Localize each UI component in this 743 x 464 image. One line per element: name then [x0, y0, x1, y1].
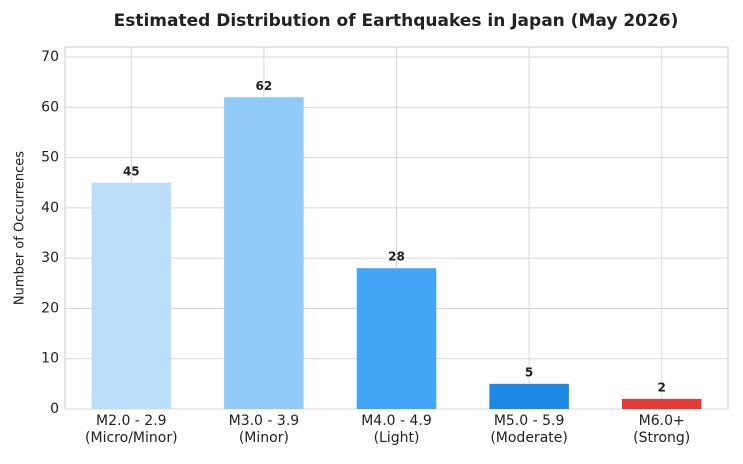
y-tick-label: 50	[41, 150, 59, 166]
value-label: 45	[123, 164, 140, 178]
y-axis-label: Number of Occurrences	[13, 151, 28, 305]
y-tick-label: 40	[41, 200, 59, 216]
y-tick-label: 30	[41, 250, 59, 266]
x-tick-label: M2.0 - 2.9 (Micro/Minor)	[85, 413, 177, 446]
value-label: 62	[256, 79, 273, 93]
bar	[621, 398, 702, 409]
x-tick-label: M3.0 - 3.9 (Minor)	[229, 413, 300, 446]
y-tick-label: 60	[41, 99, 59, 115]
bar	[224, 97, 304, 410]
bar	[489, 383, 569, 409]
x-tick-label: M6.0+ (Strong)	[633, 413, 690, 446]
value-label: 28	[388, 250, 405, 264]
y-tick-label: 20	[41, 300, 59, 316]
x-tick-label: M5.0 - 5.9 (Moderate)	[490, 413, 568, 446]
chart-title: Estimated Distribution of Earthquakes in…	[114, 11, 679, 31]
bar	[356, 268, 437, 409]
y-tick-label: 70	[41, 49, 59, 65]
bar	[91, 182, 172, 409]
value-label: 2	[658, 380, 666, 394]
x-tick-label: M4.0 - 4.9 (Light)	[361, 413, 432, 446]
y-tick-label: 10	[41, 351, 59, 367]
y-tick-label: 0	[50, 401, 59, 417]
value-label: 5	[525, 365, 533, 379]
